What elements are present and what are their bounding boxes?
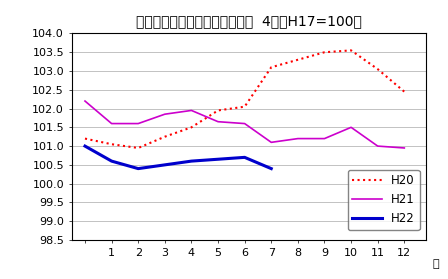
H22	[135, 167, 141, 170]
H22	[109, 159, 114, 163]
H22	[189, 159, 194, 163]
H20	[162, 135, 168, 138]
H21	[242, 122, 247, 125]
H21	[401, 146, 407, 150]
H21	[322, 137, 327, 140]
H21	[295, 137, 301, 140]
Title: 生鮮食品を除く総合指数の動き  4市（H17=100）: 生鮮食品を除く総合指数の動き 4市（H17=100）	[136, 14, 362, 28]
H21	[375, 145, 380, 148]
H22	[82, 145, 88, 148]
H20	[242, 105, 247, 108]
H21	[215, 120, 221, 123]
H20	[322, 50, 327, 54]
H21	[268, 141, 274, 144]
H22	[268, 167, 274, 170]
H20	[135, 146, 141, 150]
Line: H21: H21	[85, 101, 404, 148]
H21	[349, 126, 354, 129]
H21	[189, 109, 194, 112]
H21	[162, 112, 168, 116]
H22	[215, 158, 221, 161]
Text: 月: 月	[433, 259, 439, 270]
H20	[189, 126, 194, 129]
H20	[375, 68, 380, 71]
H21	[82, 99, 88, 103]
H20	[268, 66, 274, 69]
H20	[401, 90, 407, 93]
H21	[109, 122, 114, 125]
Legend: H20, H21, H22: H20, H21, H22	[348, 170, 420, 230]
Line: H22: H22	[85, 146, 271, 169]
H22	[242, 156, 247, 159]
H20	[109, 143, 114, 146]
H22	[162, 163, 168, 167]
Line: H20: H20	[85, 50, 404, 148]
H20	[349, 49, 354, 52]
H21	[135, 122, 141, 125]
H20	[295, 58, 301, 61]
H20	[215, 109, 221, 112]
H20	[82, 137, 88, 140]
